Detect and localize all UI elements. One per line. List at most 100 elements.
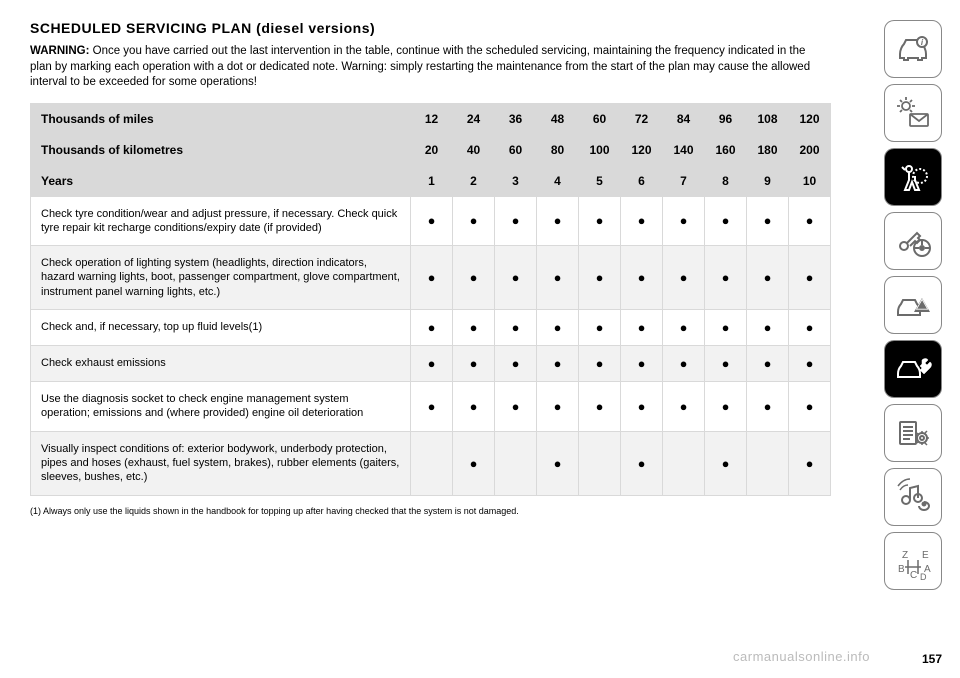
header-value: 60: [495, 134, 537, 165]
warning-label: WARNING:: [30, 45, 89, 57]
header-row-label: Thousands of kilometres: [31, 134, 411, 165]
table-header-row: Thousands of kilometres20406080100120140…: [31, 134, 831, 165]
row-desc: Check exhaust emissions: [31, 346, 411, 382]
header-value: 100: [579, 134, 621, 165]
sidebar: i: [884, 20, 942, 590]
mark-cell: ●: [453, 431, 495, 495]
mark-cell: ●: [537, 246, 579, 310]
header-value: 48: [537, 103, 579, 134]
header-value: 7: [663, 165, 705, 196]
table-head: Thousands of miles1224364860728496108120…: [31, 103, 831, 196]
doc-gear-icon[interactable]: [884, 404, 942, 462]
mark-cell: ●: [621, 246, 663, 310]
svg-text:E: E: [922, 550, 929, 561]
mark-cell: ●: [495, 382, 537, 432]
mark-cell: ●: [789, 431, 831, 495]
watermark: carmanualsonline.info: [733, 649, 870, 664]
airbag-icon[interactable]: [884, 148, 942, 206]
car-hazard-icon[interactable]: [884, 276, 942, 334]
mark-cell: ●: [537, 382, 579, 432]
mark-cell: ●: [747, 382, 789, 432]
mark-cell: ●: [621, 196, 663, 246]
header-value: 6: [621, 165, 663, 196]
mark-cell: ●: [621, 431, 663, 495]
mark-cell: ●: [663, 346, 705, 382]
header-value: 9: [747, 165, 789, 196]
header-row-label: Thousands of miles: [31, 103, 411, 134]
table-header-row: Years12345678910: [31, 165, 831, 196]
mark-cell: [411, 431, 453, 495]
row-desc: Check operation of lighting system (head…: [31, 246, 411, 310]
mark-cell: ●: [453, 196, 495, 246]
mark-cell: ●: [495, 196, 537, 246]
mark-cell: ●: [705, 346, 747, 382]
page-title: SCHEDULED SERVICING PLAN (diesel version…: [30, 20, 830, 36]
mark-cell: ●: [579, 382, 621, 432]
header-value: 200: [789, 134, 831, 165]
footnote: (1) Always only use the liquids shown in…: [30, 506, 830, 518]
mark-cell: ●: [705, 310, 747, 346]
mark-cell: ●: [411, 196, 453, 246]
header-value: 8: [705, 165, 747, 196]
header-value: 84: [663, 103, 705, 134]
header-value: 80: [537, 134, 579, 165]
header-row-label: Years: [31, 165, 411, 196]
mark-cell: ●: [747, 346, 789, 382]
header-value: 4: [537, 165, 579, 196]
service-table: Thousands of miles1224364860728496108120…: [30, 103, 831, 496]
header-value: 24: [453, 103, 495, 134]
header-value: 120: [789, 103, 831, 134]
mark-cell: ●: [789, 196, 831, 246]
header-value: 36: [495, 103, 537, 134]
mark-cell: ●: [789, 382, 831, 432]
mark-cell: ●: [663, 246, 705, 310]
mark-cell: ●: [621, 346, 663, 382]
mark-cell: ●: [579, 310, 621, 346]
mark-cell: ●: [411, 310, 453, 346]
warning-paragraph: WARNING: Once you have carried out the l…: [30, 44, 830, 91]
mark-cell: ●: [579, 346, 621, 382]
table-row: Check tyre condition/wear and adjust pre…: [31, 196, 831, 246]
header-value: 5: [579, 165, 621, 196]
mark-cell: ●: [705, 246, 747, 310]
header-value: 180: [747, 134, 789, 165]
table-row: Check and, if necessary, top up fluid le…: [31, 310, 831, 346]
svg-text:B: B: [898, 564, 905, 575]
mark-cell: ●: [621, 310, 663, 346]
header-value: 10: [789, 165, 831, 196]
page-number: 157: [922, 652, 942, 666]
mark-cell: ●: [495, 310, 537, 346]
mark-cell: ●: [705, 431, 747, 495]
mark-cell: ●: [747, 196, 789, 246]
mark-cell: ●: [537, 310, 579, 346]
mark-cell: ●: [705, 382, 747, 432]
mark-cell: ●: [789, 246, 831, 310]
header-value: 3: [495, 165, 537, 196]
mark-cell: [663, 431, 705, 495]
alphabet-icon[interactable]: Z E B A C D: [884, 532, 942, 590]
mark-cell: ●: [579, 196, 621, 246]
warning-text: Once you have carried out the last inter…: [30, 45, 810, 88]
car-wrench-icon[interactable]: [884, 340, 942, 398]
row-desc: Use the diagnosis socket to check engine…: [31, 382, 411, 432]
svg-text:C: C: [910, 570, 917, 581]
mark-cell: ●: [495, 346, 537, 382]
car-info-icon[interactable]: i: [884, 20, 942, 78]
mark-cell: [579, 431, 621, 495]
mark-cell: ●: [789, 310, 831, 346]
table-row: Check operation of lighting system (head…: [31, 246, 831, 310]
table-header-row: Thousands of miles1224364860728496108120: [31, 103, 831, 134]
key-wheel-icon[interactable]: [884, 212, 942, 270]
media-gps-icon[interactable]: [884, 468, 942, 526]
header-value: 72: [621, 103, 663, 134]
mark-cell: [495, 431, 537, 495]
header-value: 2: [453, 165, 495, 196]
table-body: Check tyre condition/wear and adjust pre…: [31, 196, 831, 495]
mark-cell: ●: [663, 196, 705, 246]
mark-cell: ●: [537, 196, 579, 246]
table-row: Use the diagnosis socket to check engine…: [31, 382, 831, 432]
lights-mail-icon[interactable]: [884, 84, 942, 142]
mark-cell: ●: [453, 310, 495, 346]
mark-cell: ●: [411, 246, 453, 310]
mark-cell: ●: [747, 310, 789, 346]
